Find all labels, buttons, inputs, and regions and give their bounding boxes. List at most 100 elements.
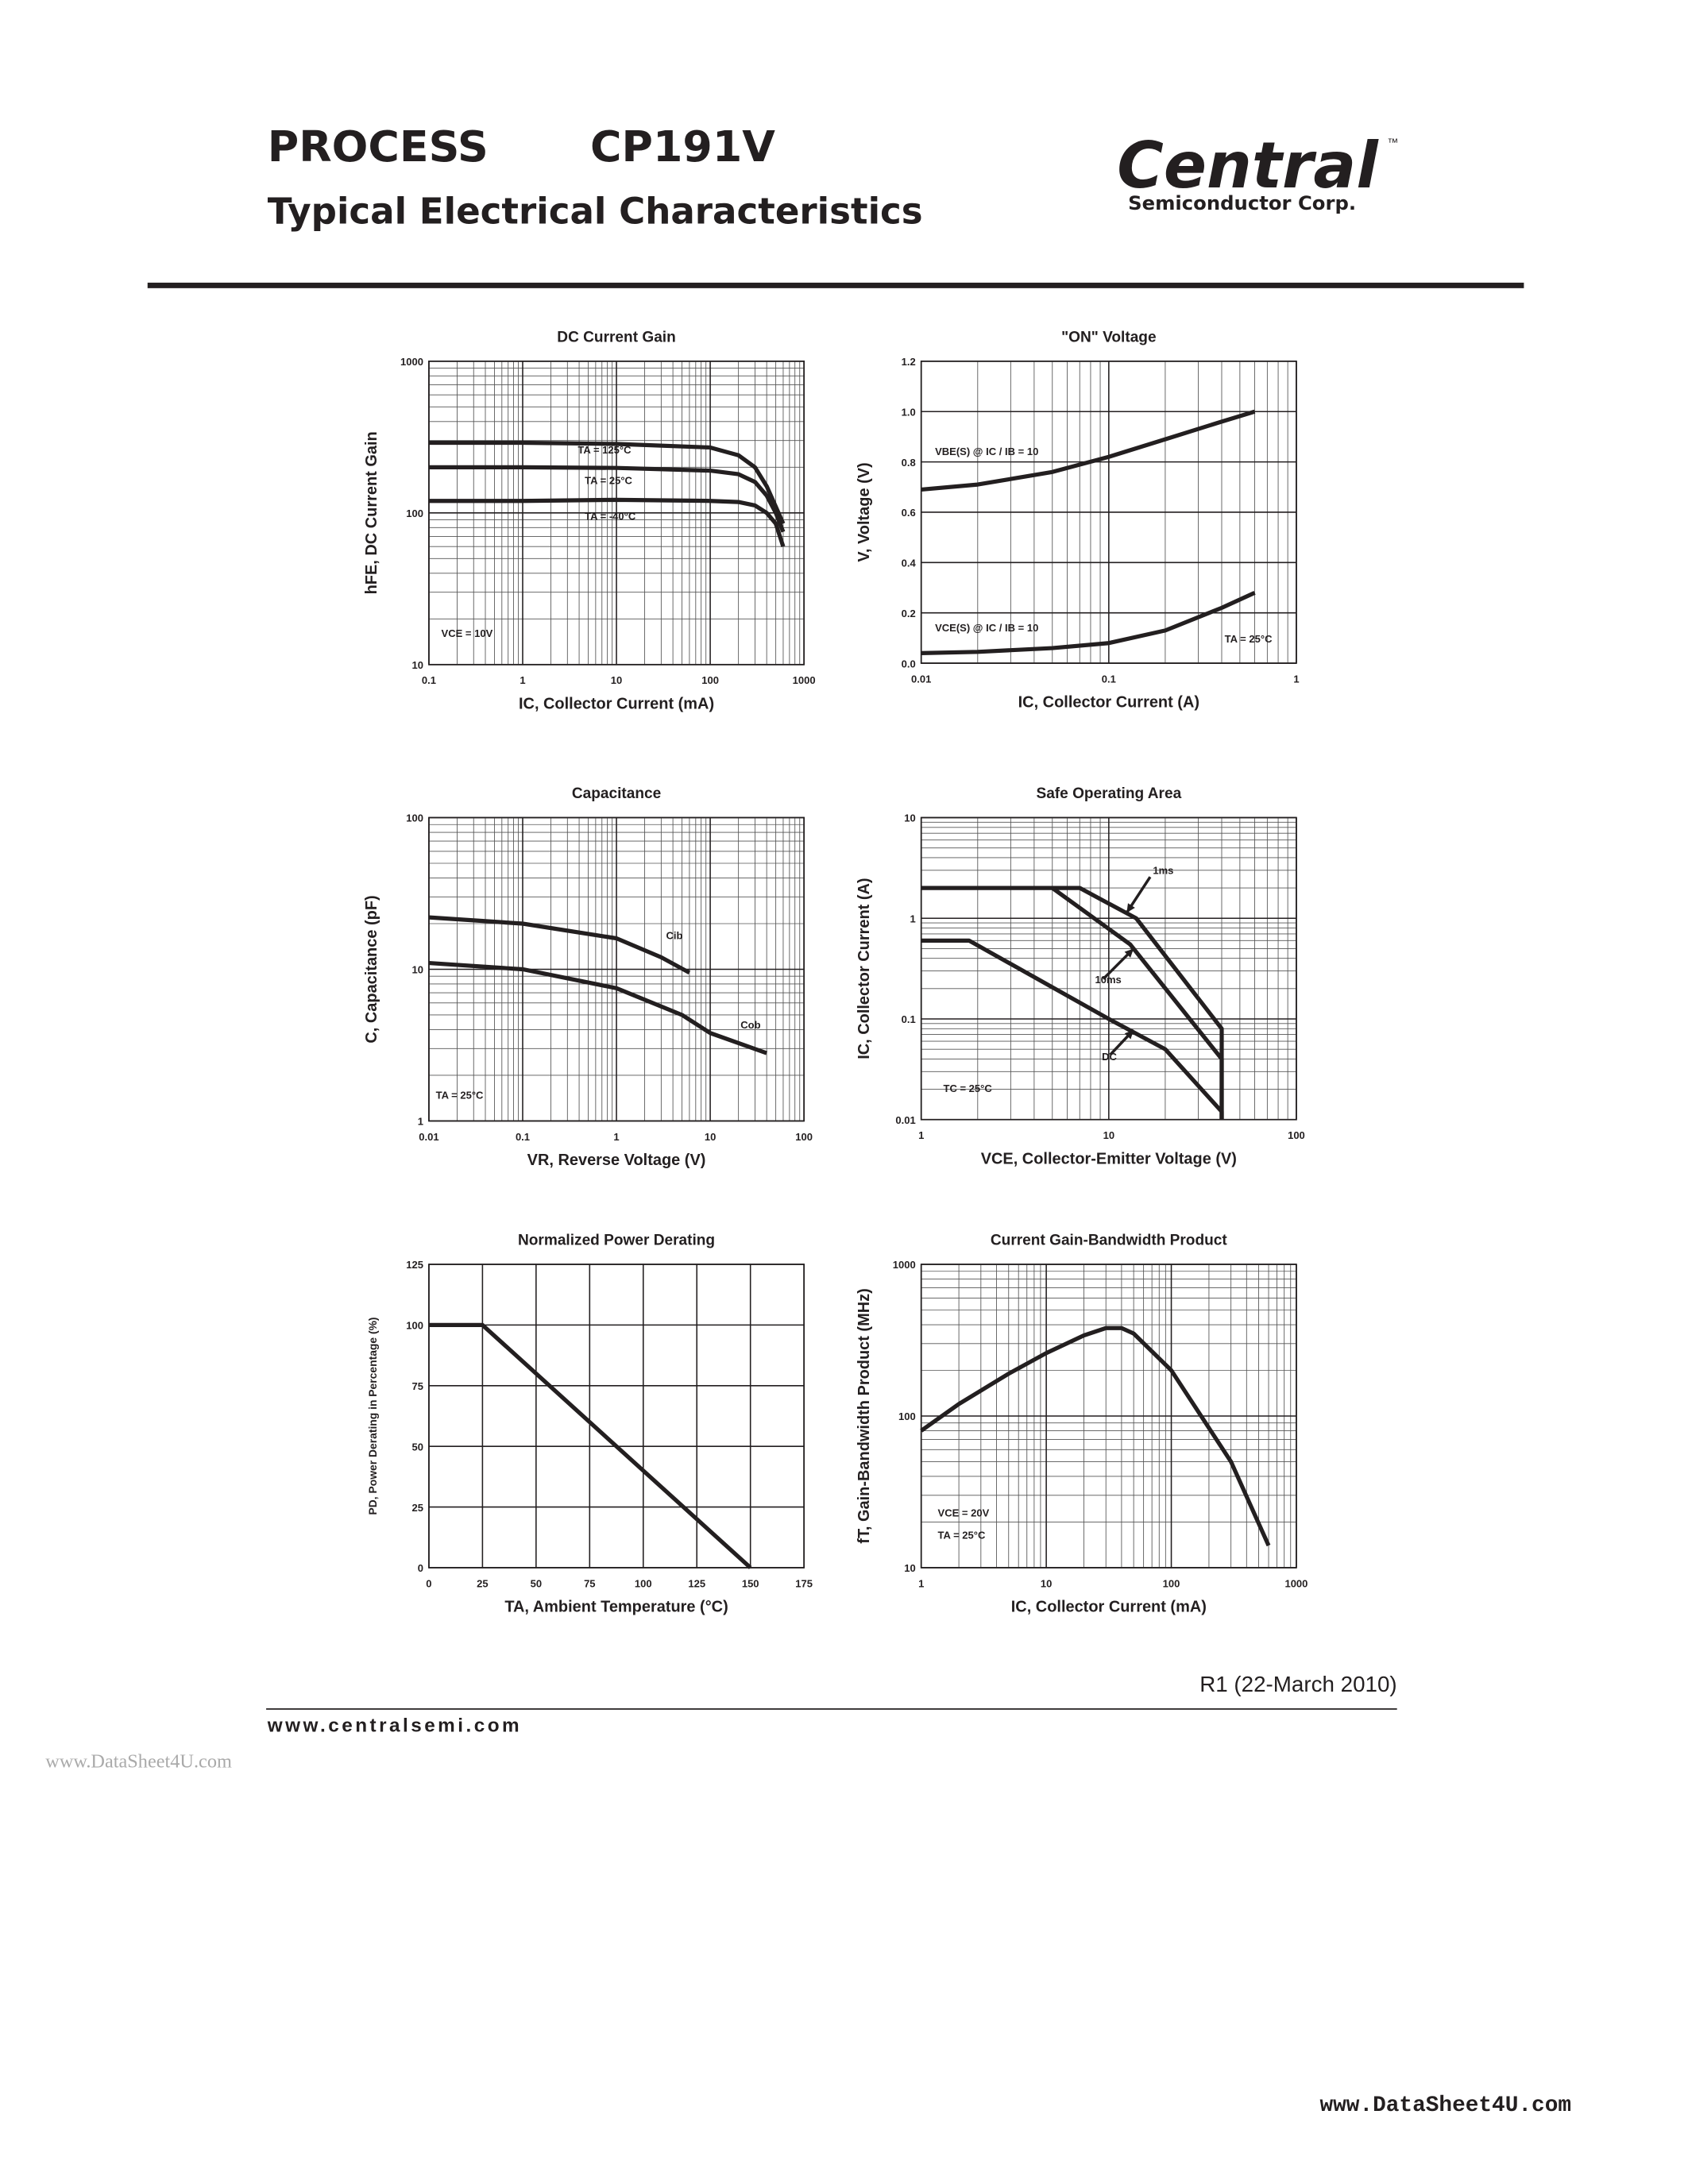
y-tick-label: 0 xyxy=(418,1562,423,1574)
y-tick-label: 125 xyxy=(406,1259,423,1271)
y-tick-label: 1000 xyxy=(400,356,423,368)
x-tick-label: 0.1 xyxy=(1102,673,1116,685)
series-label: TA = 25°C xyxy=(585,474,632,486)
y-tick-label: 1000 xyxy=(893,1259,916,1271)
y-axis-label: C, Capacitance (pF) xyxy=(363,895,380,1043)
x-tick-label: 1 xyxy=(918,1129,924,1141)
annotation: TC = 25°C xyxy=(944,1082,993,1094)
x-tick-label: 50 xyxy=(531,1577,542,1589)
series-line xyxy=(428,465,786,533)
x-tick-label: 0.01 xyxy=(911,673,931,685)
x-axis-label: TA, Ambient Temperature (°C) xyxy=(504,1599,728,1616)
chart-title: Capacitance xyxy=(572,785,661,802)
series-label: VBE(S) @ IC / IB = 10 xyxy=(935,446,1038,457)
x-tick-label: 1 xyxy=(520,674,525,686)
watermark: www.DataSheet4U.com xyxy=(1319,2093,1571,2118)
logo-sub: Semiconductor Corp. xyxy=(1128,191,1356,214)
y-tick-label: 1.2 xyxy=(902,356,916,368)
x-tick-label: 150 xyxy=(742,1577,759,1589)
y-tick-label: 1 xyxy=(910,913,916,924)
chart-title: Current Gain-Bandwidth Product xyxy=(991,1233,1227,1249)
subtitle: Typical Electrical Characteristics xyxy=(268,190,923,232)
x-tick-label: 175 xyxy=(795,1577,813,1589)
y-tick-label: 10 xyxy=(904,1562,915,1574)
annotation: VCE = 10V xyxy=(442,627,493,639)
x-tick-label: 0.01 xyxy=(419,1131,438,1143)
series-line xyxy=(921,590,1256,655)
series-line xyxy=(428,915,691,975)
series-label: TA = 125°C xyxy=(577,444,632,456)
process: PROCESS xyxy=(268,122,489,172)
y-tick-label: 0.0 xyxy=(902,658,916,669)
x-tick-label: 100 xyxy=(635,1577,652,1589)
y-tick-label: 10 xyxy=(904,812,915,824)
x-axis-label: VR, Reverse Voltage (V) xyxy=(527,1152,706,1169)
y-axis-label: V, Voltage (V) xyxy=(856,462,873,561)
x-axis-label: VCE, Collector-Emitter Voltage (V) xyxy=(981,1150,1237,1167)
series-line xyxy=(428,1322,752,1569)
y-tick-label: 10 xyxy=(412,964,423,976)
x-tick-label: 100 xyxy=(1163,1577,1180,1589)
series-label: 10ms xyxy=(1095,974,1121,986)
x-tick-label: 125 xyxy=(688,1577,705,1589)
y-tick-label: 25 xyxy=(412,1502,423,1514)
chart-title: Safe Operating Area xyxy=(1036,785,1181,802)
watermark: www.DataSheet4U.com xyxy=(45,1751,232,1773)
footer-rule xyxy=(266,1708,1397,1710)
series-line xyxy=(428,497,786,548)
x-tick-label: 10 xyxy=(1103,1129,1114,1141)
x-tick-label: 25 xyxy=(477,1577,488,1589)
annotation: VCE = 20V xyxy=(938,1507,990,1519)
series-line xyxy=(428,440,786,525)
revision: R1 (22-March 2010) xyxy=(1199,1672,1396,1696)
x-tick-label: 10 xyxy=(611,674,622,686)
x-tick-label: 10 xyxy=(1041,1577,1052,1589)
series-label: TA = -40°C xyxy=(585,511,636,523)
arrow-head xyxy=(1124,948,1134,958)
series-label: 1ms xyxy=(1153,865,1173,877)
y-tick-label: 0.4 xyxy=(902,558,917,569)
x-tick-label: 75 xyxy=(584,1577,595,1589)
x-tick-label: 100 xyxy=(795,1131,813,1143)
y-tick-label: 50 xyxy=(412,1441,423,1453)
x-tick-label: 100 xyxy=(701,674,719,686)
y-tick-label: 1 xyxy=(418,1116,423,1128)
part-number: CP191V xyxy=(590,122,775,172)
series-line xyxy=(428,960,768,1055)
x-tick-label: 0 xyxy=(426,1577,431,1589)
x-axis-label: IC, Collector Current (A) xyxy=(1018,694,1199,712)
y-tick-label: 100 xyxy=(898,1410,916,1422)
website: www.centralsemi.com xyxy=(267,1715,522,1737)
x-tick-label: 1 xyxy=(613,1131,619,1143)
series-label: VCE(S) @ IC / IB = 10 xyxy=(935,622,1038,634)
x-tick-label: 100 xyxy=(1288,1129,1305,1141)
y-tick-label: 0.2 xyxy=(902,608,916,619)
rule xyxy=(147,282,1524,288)
series-line xyxy=(920,1325,1271,1547)
x-tick-label: 1000 xyxy=(1284,1577,1308,1589)
y-tick-label: 10 xyxy=(412,659,423,671)
x-axis-label: IC, Collector Current (mA) xyxy=(1011,1599,1207,1616)
x-tick-label: 1000 xyxy=(793,674,816,686)
x-tick-label: 0.1 xyxy=(516,1131,530,1143)
plot-area xyxy=(428,1264,805,1569)
logo-tm: ™ xyxy=(1388,136,1399,149)
annotation: TA = 25°C xyxy=(436,1090,484,1102)
arrow-head xyxy=(1124,1029,1134,1040)
x-axis-label: IC, Collector Current (mA) xyxy=(519,695,714,712)
series-line xyxy=(921,938,1224,1120)
y-tick-label: 0.8 xyxy=(902,457,916,469)
series-line xyxy=(921,409,1256,492)
chart-title: Normalized Power Derating xyxy=(518,1233,715,1249)
x-tick-label: 1 xyxy=(918,1577,924,1589)
series-label: Cob xyxy=(740,1019,760,1031)
y-tick-label: 75 xyxy=(412,1380,423,1392)
series-label: Cib xyxy=(666,929,683,941)
y-tick-label: 0.1 xyxy=(902,1013,916,1025)
series-label: DC xyxy=(1102,1051,1117,1063)
y-tick-label: 100 xyxy=(406,812,423,824)
annotation: TA = 25°C xyxy=(1225,633,1273,645)
x-tick-label: 10 xyxy=(705,1131,716,1143)
y-tick-label: 100 xyxy=(406,507,423,519)
x-tick-label: 1 xyxy=(1293,673,1299,685)
